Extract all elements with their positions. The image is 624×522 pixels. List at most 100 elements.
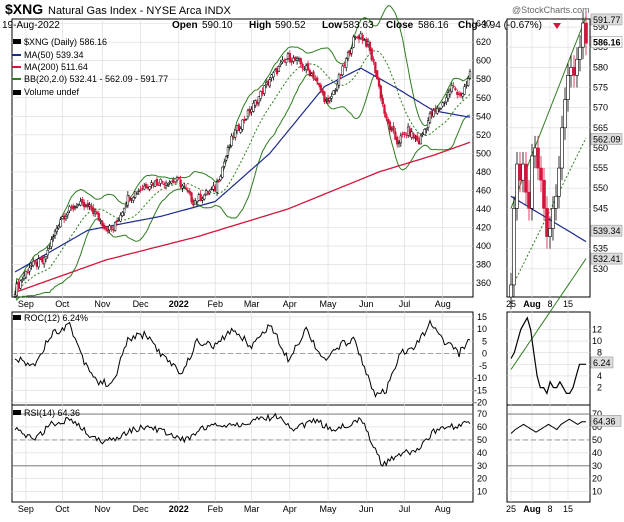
candle-body bbox=[465, 84, 468, 86]
candle-body bbox=[445, 97, 448, 103]
inset-candle-body bbox=[539, 167, 543, 181]
candle-body bbox=[37, 258, 40, 268]
candle-body bbox=[439, 108, 443, 110]
main-y-tick: 480 bbox=[476, 167, 491, 177]
candle-body bbox=[314, 78, 317, 81]
main-y-tick: 580 bbox=[476, 74, 491, 84]
rsi-y-tick: 40 bbox=[477, 448, 487, 458]
inset-candle-body bbox=[551, 208, 555, 229]
candle-body bbox=[241, 119, 244, 130]
candle-body bbox=[157, 184, 160, 186]
candle-body bbox=[268, 79, 271, 87]
candle-body bbox=[259, 91, 262, 99]
rsi-legend-text: RSI(14) 64.36 bbox=[24, 408, 80, 418]
candle-body bbox=[55, 228, 59, 233]
roc-value-tag-text: 6.24 bbox=[593, 358, 611, 368]
candle-body bbox=[279, 62, 282, 65]
candle-body bbox=[345, 58, 348, 68]
bottom-x-tick: Aug bbox=[435, 504, 451, 514]
candle-body bbox=[175, 177, 179, 181]
inset-x-tick: 25 bbox=[506, 299, 516, 309]
main-y-tick: 360 bbox=[476, 278, 491, 288]
rsi-y-tick: 20 bbox=[477, 474, 487, 484]
candle-body bbox=[394, 131, 397, 140]
candle-body bbox=[399, 135, 402, 144]
candle-body bbox=[361, 34, 364, 41]
candle-body bbox=[117, 219, 120, 221]
inset-value-tag-text: 532.41 bbox=[593, 254, 621, 264]
roc-legend-swatch bbox=[13, 315, 21, 320]
rsi-value-tag bbox=[590, 415, 622, 427]
candle-body bbox=[408, 128, 412, 137]
candle-body bbox=[92, 207, 95, 214]
roc-y-tick: 0 bbox=[482, 349, 487, 359]
rsi-value-tag-text: 64.36 bbox=[593, 416, 616, 426]
candle-body bbox=[203, 194, 206, 200]
inset-candle-body bbox=[518, 163, 522, 181]
bottom-x-tick: Feb bbox=[207, 504, 223, 514]
inset-value-tag-text: 591.77 bbox=[593, 15, 621, 25]
candle-body bbox=[13, 294, 17, 297]
candle-body bbox=[177, 177, 180, 179]
inset-value-tag bbox=[590, 36, 623, 48]
candle-body bbox=[305, 65, 308, 70]
candle-body bbox=[421, 133, 424, 135]
inset-candle-body bbox=[581, 22, 585, 48]
bottom-x-tick: Jul bbox=[399, 504, 411, 514]
down-arrow-icon bbox=[553, 23, 561, 29]
main-x-tick: Nov bbox=[94, 299, 111, 309]
inset-candle-body bbox=[521, 163, 525, 181]
rsi-y-tick: 50 bbox=[477, 435, 487, 445]
candle-body bbox=[450, 84, 453, 92]
main-y-tick: 500 bbox=[476, 148, 491, 158]
candle-body bbox=[128, 196, 131, 201]
high-label: High bbox=[249, 20, 271, 31]
candle-body bbox=[201, 198, 204, 201]
candle-body bbox=[292, 57, 295, 62]
main-y-tick: 600 bbox=[476, 56, 491, 66]
candle-body bbox=[188, 190, 191, 194]
candle-body bbox=[306, 63, 310, 71]
roc-y-tick: 15 bbox=[477, 312, 487, 322]
candle-body bbox=[237, 124, 241, 131]
candle-body bbox=[277, 66, 281, 72]
candle-body bbox=[325, 99, 328, 101]
candle-body bbox=[381, 97, 384, 105]
candle-body bbox=[106, 229, 109, 232]
candle-body bbox=[24, 271, 28, 278]
main-x-tick: Oct bbox=[55, 299, 70, 309]
candle-body bbox=[397, 142, 401, 144]
inset-candle-body bbox=[533, 147, 537, 157]
symbol-title: $XNG bbox=[5, 1, 43, 17]
inset-y-tick: 590 bbox=[593, 22, 608, 32]
roc-y-tick: -15 bbox=[474, 385, 487, 395]
candle-body bbox=[252, 103, 255, 112]
candle-body bbox=[255, 101, 259, 105]
candle-body bbox=[64, 216, 68, 219]
candle-body bbox=[130, 198, 133, 200]
candle-body bbox=[186, 190, 190, 193]
inset-x-tick: Aug bbox=[523, 299, 541, 309]
main-y-tick: 420 bbox=[476, 223, 491, 233]
inset-bottom-x-tick: 8 bbox=[547, 504, 552, 514]
candle-body bbox=[459, 92, 463, 96]
main-x-tick: May bbox=[320, 299, 338, 309]
ma50-legend-text: MA(50) 539.34 bbox=[24, 50, 84, 60]
candle-body bbox=[112, 228, 115, 231]
candle-body bbox=[244, 118, 248, 121]
candle-body bbox=[170, 181, 173, 184]
rsi-line bbox=[14, 412, 471, 467]
main-y-tick: 620 bbox=[476, 37, 491, 47]
inset-roc-line bbox=[510, 316, 586, 395]
candle-body bbox=[15, 283, 18, 296]
inset-candle-body bbox=[530, 155, 534, 209]
roc-legend: ROC(12) 6.24% bbox=[13, 313, 88, 323]
candle-body bbox=[235, 125, 239, 132]
candle-body bbox=[166, 184, 170, 186]
panel-frame-iroc bbox=[506, 311, 591, 406]
bottom-x-tick: Mar bbox=[244, 504, 260, 514]
candle-body bbox=[308, 70, 311, 77]
candle-body bbox=[390, 128, 393, 130]
candle-body bbox=[70, 206, 73, 209]
candle-body bbox=[152, 182, 155, 187]
